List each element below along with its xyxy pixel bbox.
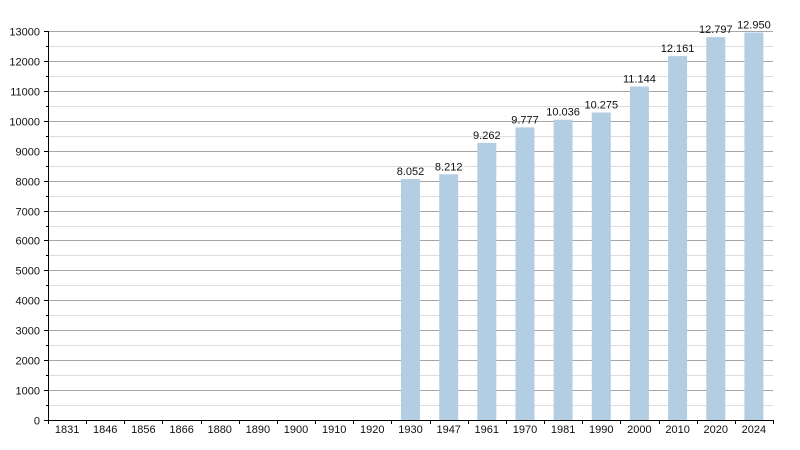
x-tick-label-2020: 2020 — [704, 424, 728, 436]
data-label-2010: 12.161 — [661, 43, 695, 55]
y-axis-tick-labels: 0 1000 2000 3000 4000 5000 6000 7000 8000 9000 100… — [9, 27, 40, 428]
bar-2020 — [706, 37, 726, 420]
data-label-1947: 8.212 — [435, 161, 463, 173]
x-tick-label-1947: 1947 — [436, 424, 460, 436]
x-tick-label-1866: 1866 — [169, 424, 193, 436]
y-tick-label: 3000 — [16, 326, 40, 338]
bar-2000 — [629, 86, 649, 420]
y-tick-label: 12000 — [9, 57, 40, 69]
x-tick-label-1900: 1900 — [284, 424, 308, 436]
axes — [44, 31, 774, 424]
x-axis-tick-labels: 1831 1846 1856 1866 1880 1890 1900 1910 1920 1930… — [55, 424, 766, 436]
y-tick-label: 5000 — [16, 266, 40, 278]
y-tick-label: 6000 — [16, 236, 40, 248]
data-label-1930: 8.052 — [397, 166, 425, 178]
x-tick-label-1920: 1920 — [360, 424, 384, 436]
y-tick-label: 9000 — [16, 147, 40, 159]
x-tick-label-1856: 1856 — [131, 424, 155, 436]
y-tick-label: 2000 — [16, 356, 40, 368]
x-tick-label-1961: 1961 — [475, 424, 499, 436]
x-tick-label-2010: 2010 — [665, 424, 689, 436]
data-label-2000: 11.144 — [623, 74, 656, 86]
x-tick-label-1846: 1846 — [93, 424, 117, 436]
x-tick-label-2000: 2000 — [627, 424, 651, 436]
bar-2010 — [668, 56, 688, 420]
bar-2024 — [744, 32, 764, 420]
data-label-2020: 12.797 — [699, 24, 733, 36]
x-tick-label-1831: 1831 — [55, 424, 79, 436]
bar-1970 — [515, 127, 535, 421]
data-label-2024: 12.950 — [737, 20, 771, 32]
y-tick-label: 0 — [34, 416, 40, 428]
bar-1981 — [553, 119, 573, 420]
data-label-1981: 10.036 — [546, 107, 580, 119]
bars — [401, 32, 764, 421]
x-tick-label-1910: 1910 — [322, 424, 346, 436]
data-label-1970: 9.777 — [511, 114, 539, 126]
x-tick-label-1880: 1880 — [207, 424, 231, 436]
x-tick-label-1930: 1930 — [398, 424, 422, 436]
bar-1947 — [439, 174, 459, 420]
data-label-1961: 9.262 — [473, 130, 501, 142]
data-labels: 8.052 8.212 9.262 9.777 10.036 10.275 11.144 12… — [397, 20, 771, 179]
y-tick-label: 11000 — [10, 87, 40, 99]
x-tick-label-1990: 1990 — [589, 424, 613, 436]
x-tick-label-1981: 1981 — [551, 424, 575, 436]
x-tick-label-1890: 1890 — [246, 424, 270, 436]
bar-1961 — [477, 142, 497, 420]
y-tick-label: 4000 — [16, 296, 40, 308]
x-tick-label-1970: 1970 — [513, 424, 537, 436]
bar-1930 — [401, 179, 420, 420]
bar-1990 — [591, 112, 611, 420]
y-tick-label: 8000 — [16, 177, 40, 189]
data-label-1990: 10.275 — [584, 100, 618, 112]
y-tick-label: 10000 — [9, 117, 40, 129]
y-tick-label: 13000 — [9, 27, 40, 39]
y-tick-label: 1000 — [16, 386, 40, 398]
x-tick-label-2024: 2024 — [742, 424, 766, 436]
y-tick-label: 7000 — [16, 207, 40, 219]
